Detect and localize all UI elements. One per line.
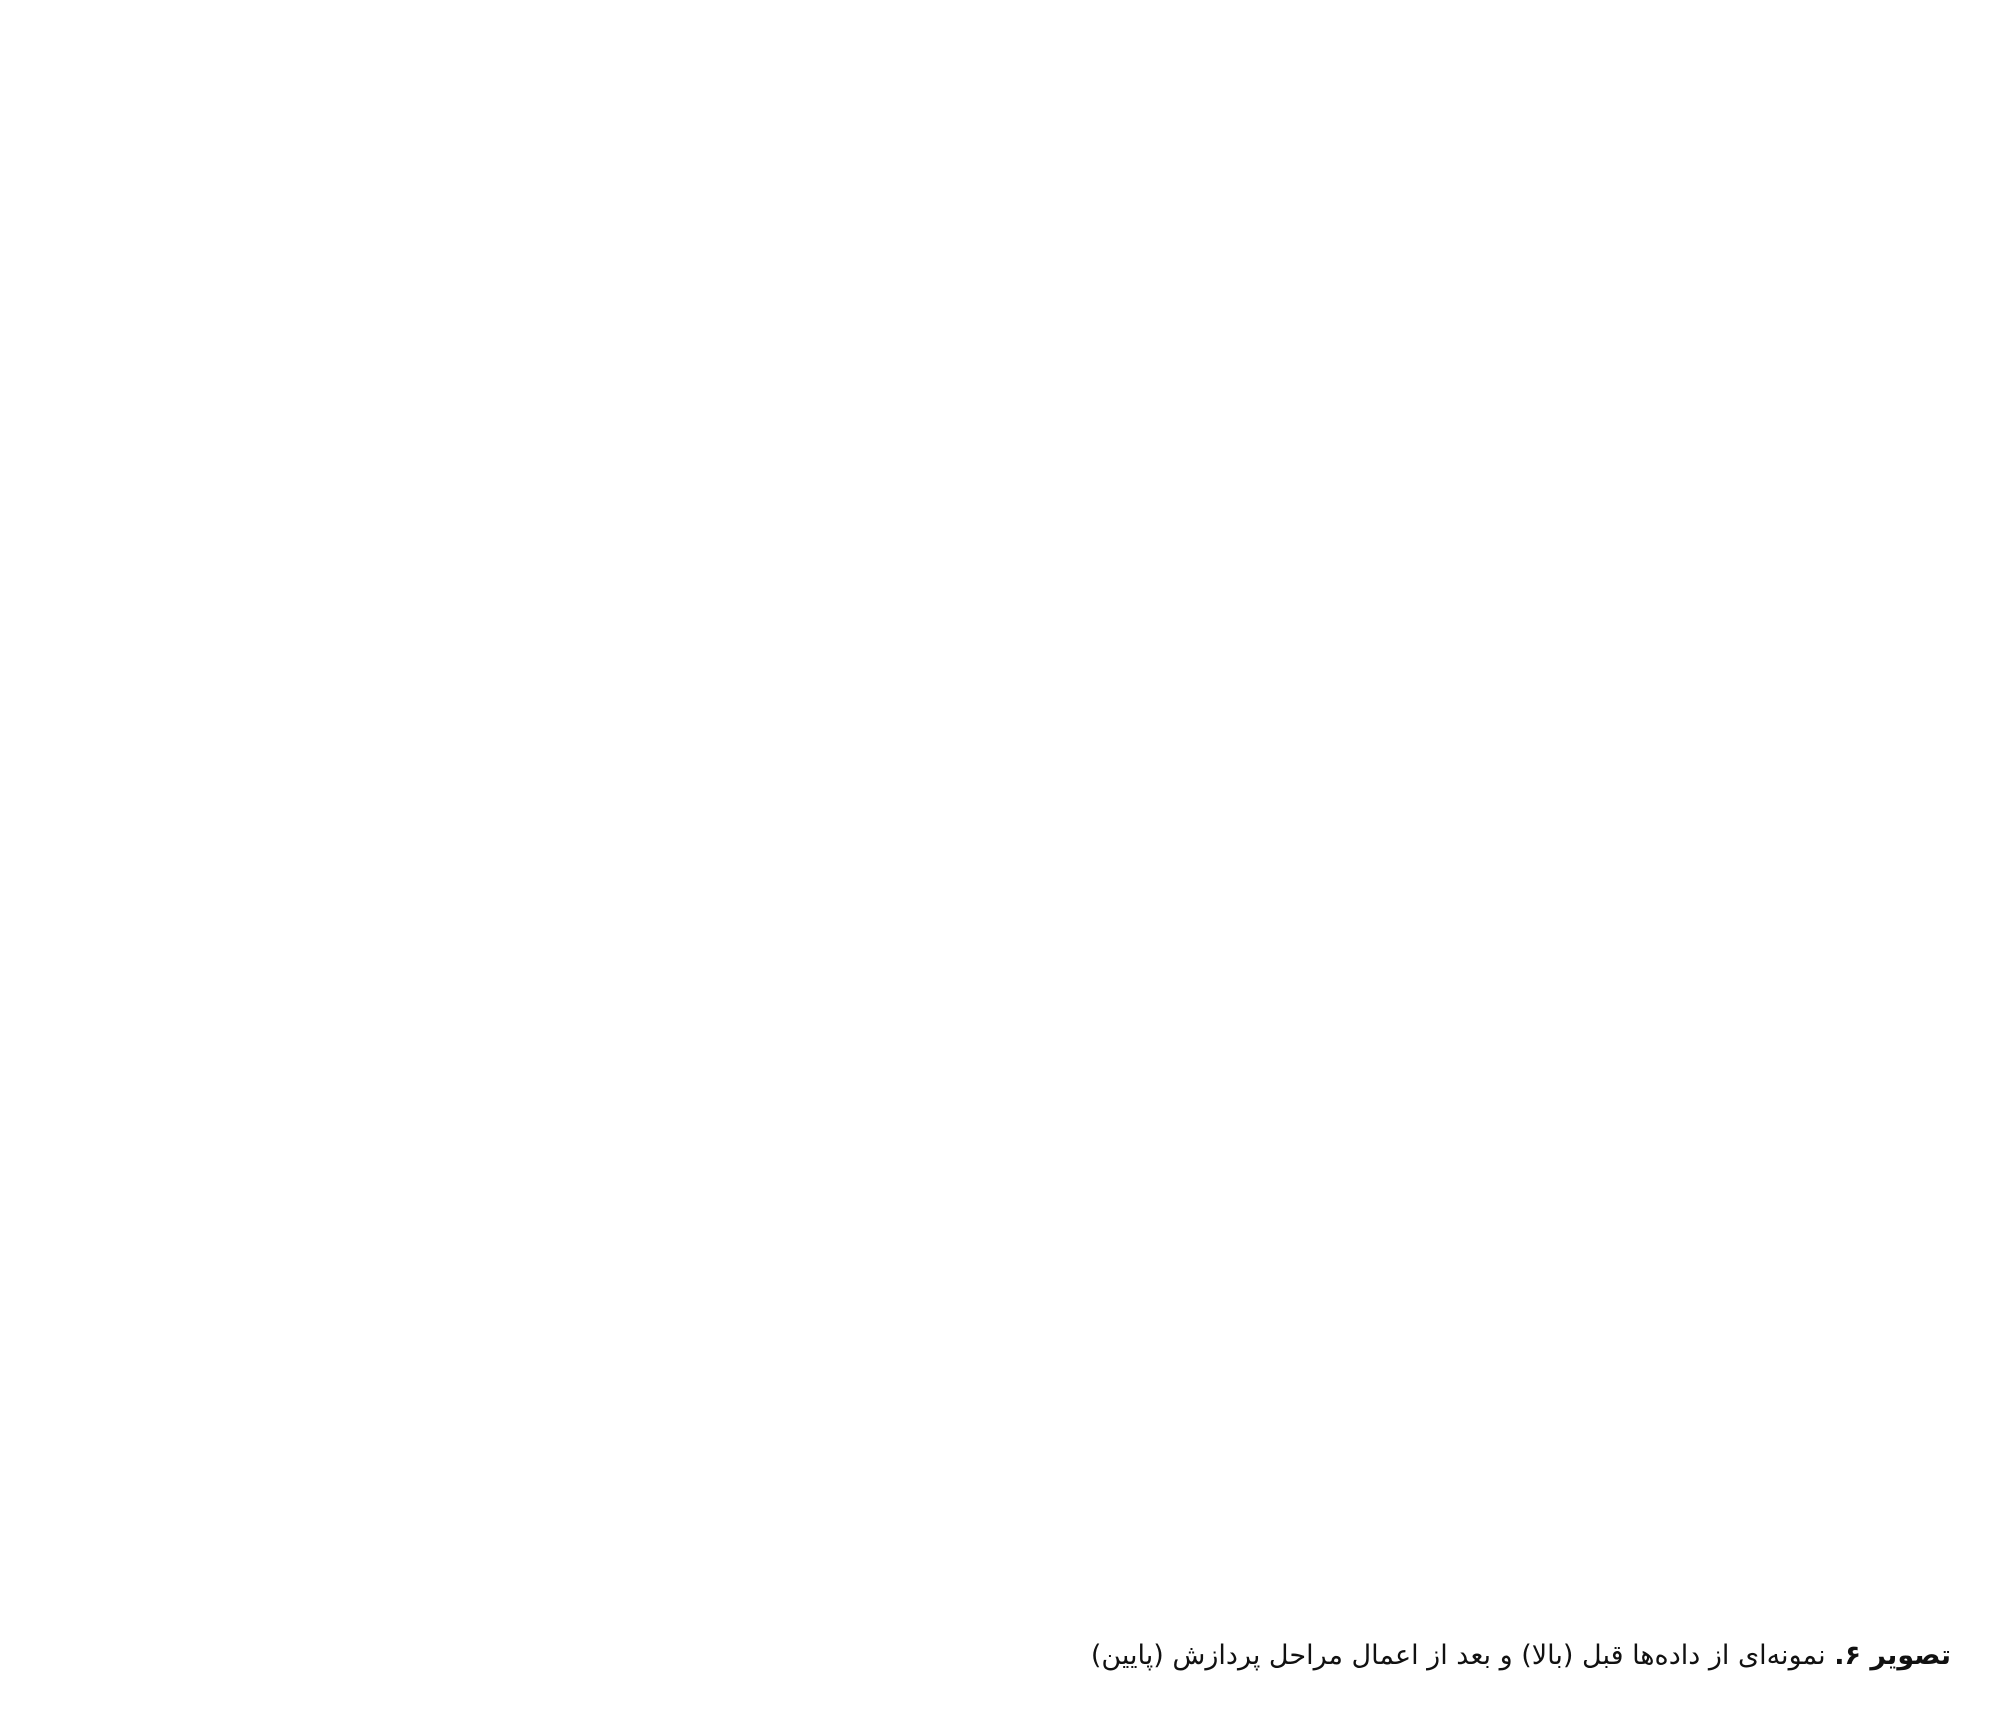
caption: تصویر ۶. نمونه‌ای از داده‌ها قبل (بالا) … xyxy=(1091,1640,1951,1671)
caption-text: نمونه‌ای از داده‌ها قبل (بالا) و بعد از … xyxy=(1090,1640,1826,1671)
figure xyxy=(0,0,1991,1620)
caption-label: تصویر ۶. xyxy=(1834,1640,1951,1671)
